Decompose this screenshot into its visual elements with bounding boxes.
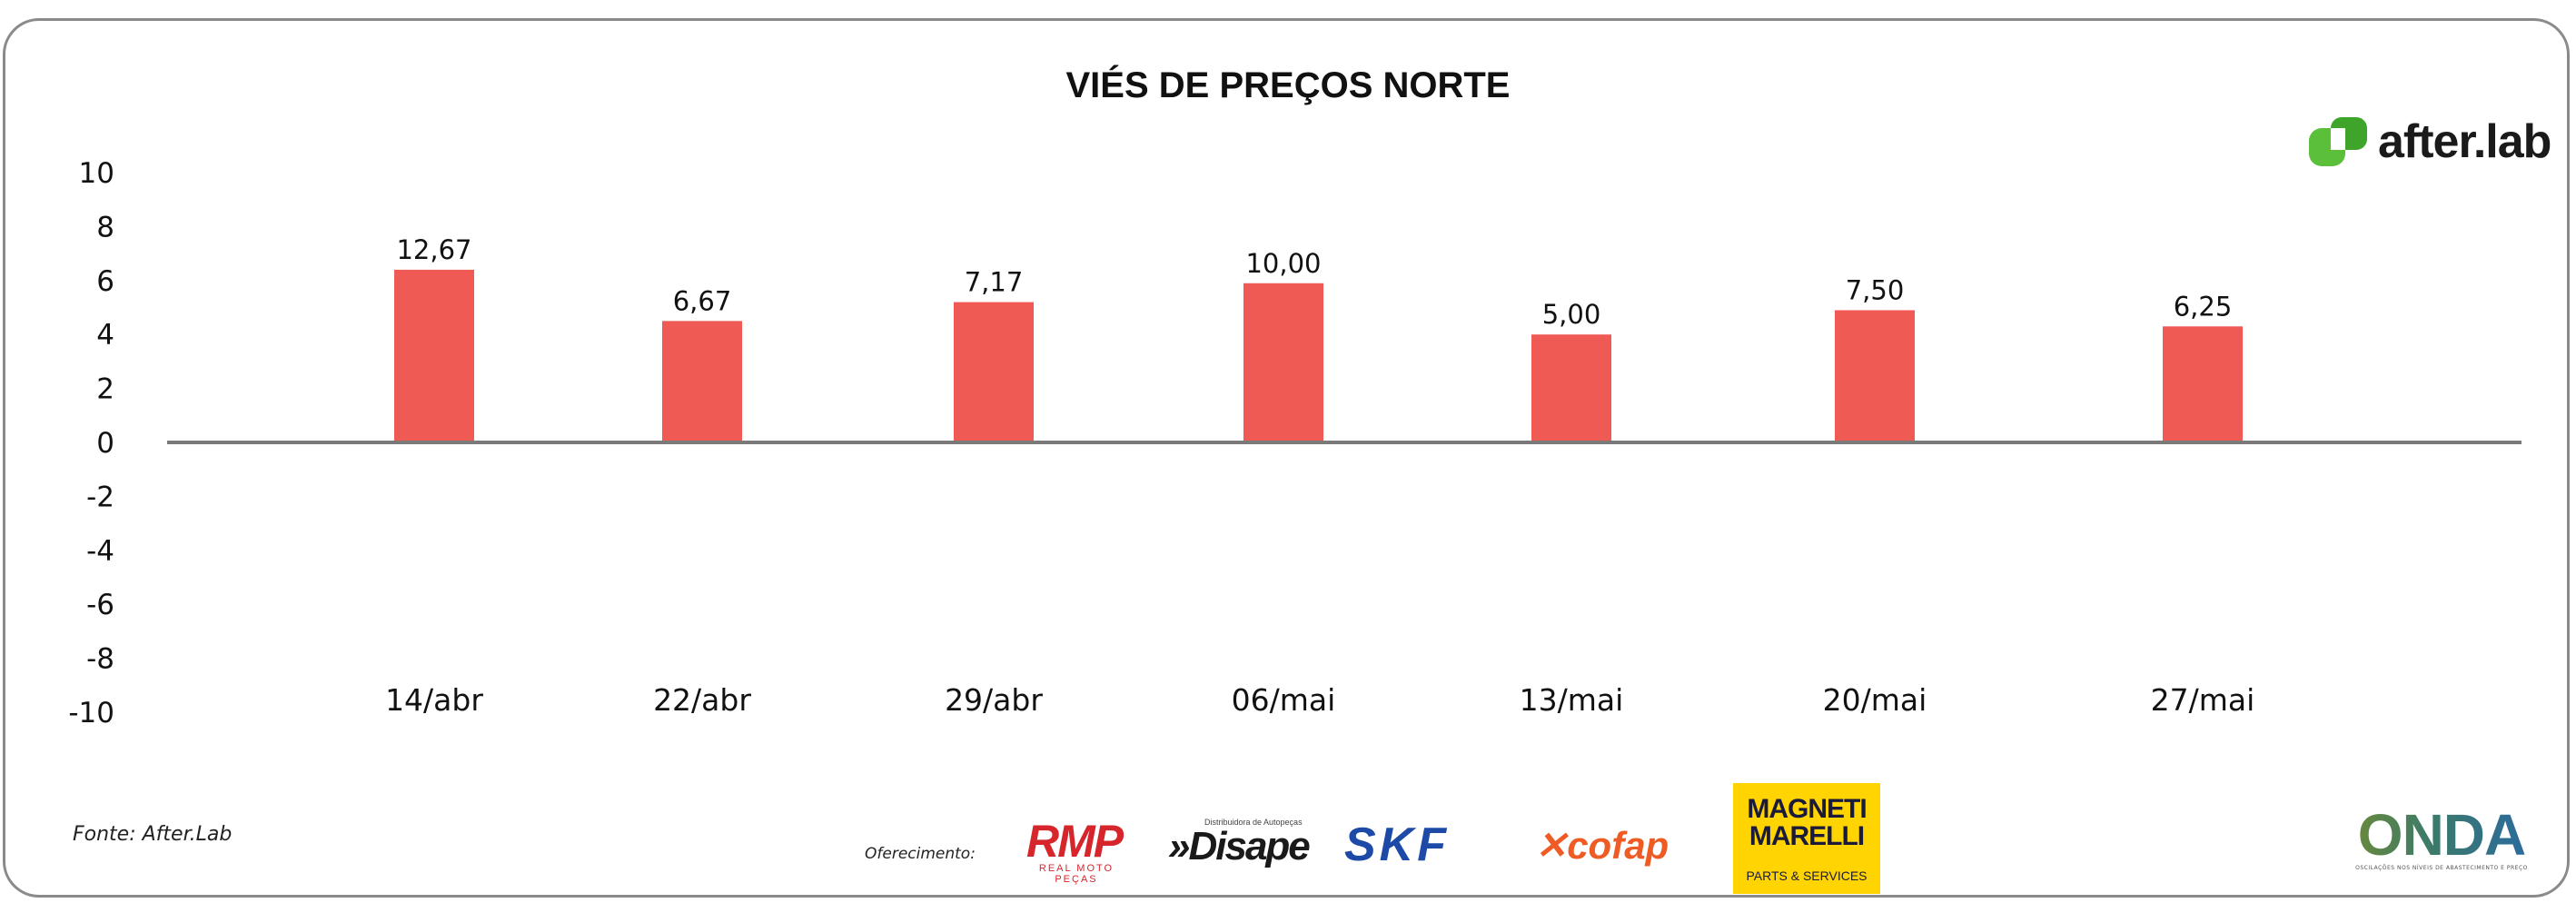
bar: [1243, 283, 1323, 442]
y-tick-label: 6: [96, 265, 114, 298]
bars: [394, 269, 2243, 442]
data-labels: 12,67 6,67 7,17 10,00 5,00 7,50 6,25: [396, 234, 2232, 330]
data-label: 7,50: [1846, 274, 1905, 305]
chart-title: VIÉS DE PREÇOS NORTE: [1065, 65, 1511, 105]
onda-logo-text: ONDA: [2351, 805, 2532, 865]
x-tick-label: 14/abr: [385, 682, 483, 718]
data-label: 6,25: [2174, 291, 2233, 322]
disape-logo: Distribuidora de Autopeças »Disape: [1168, 818, 1323, 872]
bar: [2163, 326, 2243, 442]
rmp-logo-text: RMP: [1026, 816, 1124, 867]
magneti-logo-line1: MAGNETI: [1747, 794, 1867, 824]
y-tick-label: 0: [96, 427, 114, 460]
x-tick-label: 20/mai: [1823, 682, 1927, 718]
cofap-logo: ✕cofap: [1535, 825, 1708, 867]
x-tick-label: 22/abr: [653, 682, 751, 718]
x-tick-label: 29/abr: [945, 682, 1043, 718]
bar: [394, 269, 474, 442]
y-tick-label: 10: [79, 157, 114, 190]
x-tick-label: 06/mai: [1232, 682, 1336, 718]
onda-logo: ONDA OSCILAÇÕES NOS NÍVEIS DE ABASTECIME…: [2351, 805, 2532, 883]
y-tick-label: -6: [86, 589, 114, 621]
x-tick-label: 13/mai: [1520, 682, 1624, 718]
source-note: Fonte: After.Lab: [73, 823, 233, 846]
data-label: 12,67: [396, 234, 471, 265]
cofap-logo-text: cofap: [1567, 824, 1669, 867]
chart-frame: [3, 18, 2570, 898]
bar: [662, 321, 742, 442]
magneti-logo-line3: PARTS & SERVICES: [1746, 868, 1868, 883]
data-label: 5,00: [1542, 299, 1601, 330]
y-tick-label: -2: [86, 481, 114, 513]
afterlab-logo-text: after.lab: [2378, 115, 2551, 168]
rmp-logo: RMP REAL MOTO PEÇAS: [1026, 816, 1149, 885]
disape-logo-text: »Disape: [1168, 824, 1311, 868]
data-label: 7,17: [965, 267, 1024, 298]
y-tick-label: 4: [96, 319, 114, 352]
y-tick-label: 8: [96, 211, 114, 243]
data-label: 10,00: [1245, 248, 1321, 279]
bar: [954, 302, 1034, 442]
y-axis-ticks: 10 8 6 4 2 0 -2 -4 -6 -8 -10: [68, 157, 114, 729]
skf-logo: SKF: [1344, 819, 1450, 871]
y-tick-label: -4: [86, 535, 114, 568]
sponsor-label: Oferecimento:: [865, 845, 976, 863]
afterlab-logo: after.lab: [2307, 114, 2551, 169]
afterlab-mark-icon: [2309, 117, 2367, 166]
y-tick-label: 2: [96, 373, 114, 406]
onda-logo-subtext: OSCILAÇÕES NOS NÍVEIS DE ABASTECIMENTO E…: [2355, 865, 2528, 871]
y-tick-label: -8: [86, 643, 114, 676]
rmp-logo-subtext: REAL MOTO PEÇAS: [1038, 863, 1115, 885]
bar: [1835, 310, 1915, 442]
x-tick-label: 27/mai: [2151, 682, 2255, 718]
magneti-marelli-logo: MAGNETI MARELLI PARTS & SERVICES: [1733, 783, 1880, 894]
disape-logo-subtext: Distribuidora de Autopeças: [1204, 818, 1303, 827]
bar: [1531, 334, 1611, 442]
x-axis-ticks: 14/abr 22/abr 29/abr 06/mai 13/mai 20/mai 27/m…: [385, 682, 2254, 718]
data-label: 6,67: [673, 285, 732, 316]
cofap-mark-icon: ✕: [1535, 824, 1568, 867]
y-tick-label: -10: [68, 697, 114, 729]
magneti-logo-line2: MARELLI: [1749, 821, 1865, 851]
